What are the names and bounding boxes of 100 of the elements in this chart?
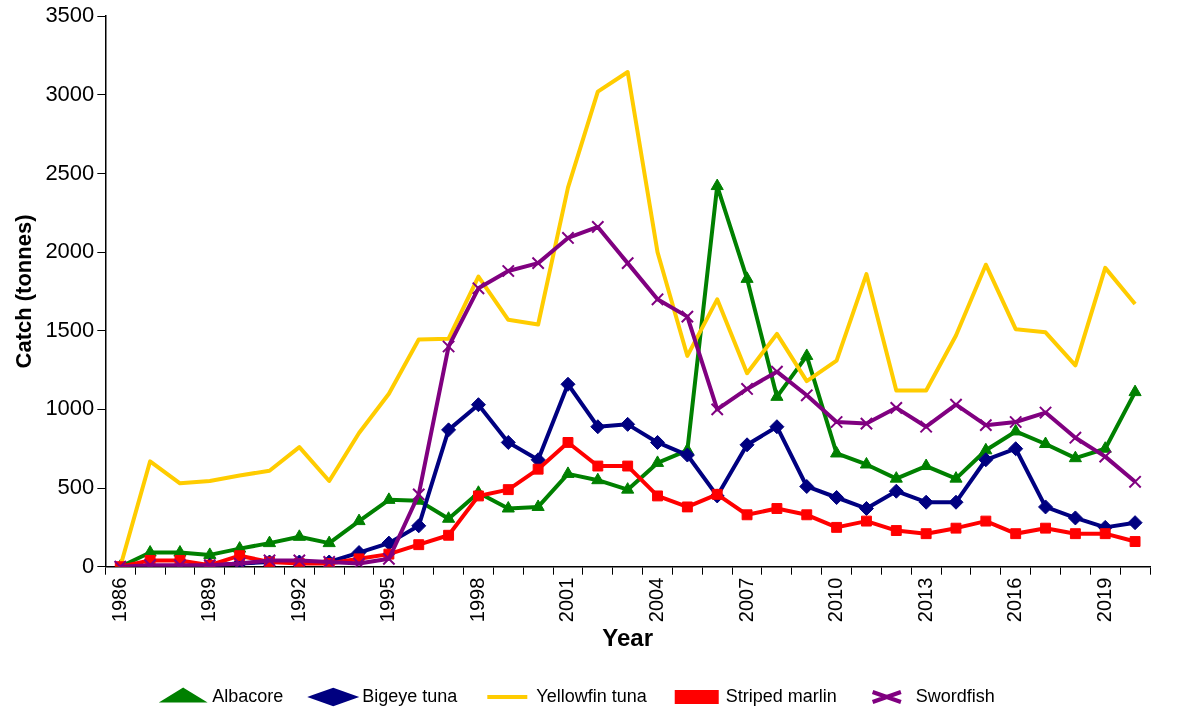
point	[412, 487, 426, 502]
point	[920, 528, 932, 540]
point	[650, 434, 666, 450]
point	[531, 256, 545, 270]
legend-label: Striped marlin	[725, 685, 837, 706]
point	[592, 460, 604, 472]
point	[322, 535, 336, 548]
legend-label: Swordfish	[915, 685, 995, 706]
point	[741, 509, 753, 521]
point	[770, 389, 784, 401]
point	[919, 420, 933, 434]
y-tick-label: 3500	[45, 2, 95, 28]
point	[1128, 475, 1142, 489]
point	[1040, 522, 1051, 534]
point	[889, 401, 903, 415]
point	[800, 348, 814, 360]
point	[292, 529, 306, 541]
point	[1068, 450, 1082, 463]
point	[949, 471, 963, 483]
point	[203, 547, 217, 559]
point	[1098, 449, 1112, 464]
point	[262, 535, 277, 548]
point	[441, 339, 456, 354]
point	[889, 471, 903, 483]
point	[1067, 510, 1083, 526]
point	[652, 490, 663, 502]
point	[770, 365, 784, 379]
point	[352, 513, 366, 526]
point	[948, 494, 964, 510]
point	[443, 529, 455, 541]
point	[918, 494, 934, 510]
point	[979, 418, 993, 432]
x-tick-label: 2010	[824, 577, 847, 623]
point	[740, 271, 754, 283]
point	[681, 501, 693, 513]
point	[531, 499, 545, 511]
point	[441, 422, 457, 438]
x-tick-label: 2016	[1003, 577, 1026, 623]
point	[560, 376, 576, 392]
x-tick-label: 2019	[1092, 577, 1115, 623]
point	[501, 501, 515, 513]
point	[442, 511, 456, 523]
point	[831, 521, 843, 533]
point	[1038, 405, 1053, 420]
point	[650, 292, 665, 306]
point	[1010, 528, 1022, 540]
point	[1009, 415, 1023, 429]
point	[470, 397, 486, 413]
point	[829, 415, 844, 429]
point	[949, 398, 963, 412]
point	[532, 463, 544, 475]
point	[1008, 441, 1024, 457]
point	[769, 419, 785, 435]
point	[801, 509, 813, 521]
point	[950, 522, 962, 534]
point	[858, 501, 874, 517]
point	[861, 515, 872, 527]
point	[1068, 431, 1083, 445]
point	[980, 515, 992, 527]
y-tick-label: 2500	[45, 159, 95, 185]
point	[1038, 499, 1054, 515]
point	[591, 220, 605, 234]
point	[829, 490, 845, 505]
point	[411, 518, 427, 534]
point	[830, 445, 844, 458]
x-tick-label: 1992	[286, 577, 309, 623]
point	[979, 442, 993, 455]
point	[502, 484, 514, 496]
point	[799, 478, 815, 494]
point	[679, 447, 695, 463]
point	[888, 483, 904, 499]
x-tick-label: 1998	[465, 577, 488, 623]
point	[561, 466, 575, 478]
point	[680, 309, 695, 324]
legend-label: Bigeye tuna	[362, 685, 459, 706]
point	[472, 490, 484, 502]
point	[919, 458, 933, 471]
point	[1009, 423, 1023, 436]
point	[621, 256, 635, 270]
point	[711, 488, 723, 500]
point	[710, 402, 724, 417]
x-tick-label: 2007	[734, 577, 757, 623]
point	[859, 416, 874, 431]
x-tick-label: 1986	[107, 577, 130, 623]
point	[771, 503, 783, 514]
point	[381, 535, 397, 551]
y-tick-label: 2000	[45, 238, 95, 264]
point	[710, 178, 724, 191]
point	[382, 492, 396, 504]
point	[562, 437, 574, 448]
point	[471, 281, 486, 295]
point	[500, 434, 516, 450]
y-tick-label: 1500	[45, 316, 95, 342]
x-tick-label: 2013	[913, 577, 936, 623]
x-axis-title: Year	[602, 624, 654, 652]
point	[1069, 528, 1081, 540]
point	[650, 455, 665, 467]
point	[890, 525, 902, 536]
x-tick-label: 2004	[645, 577, 668, 623]
point	[978, 452, 994, 468]
